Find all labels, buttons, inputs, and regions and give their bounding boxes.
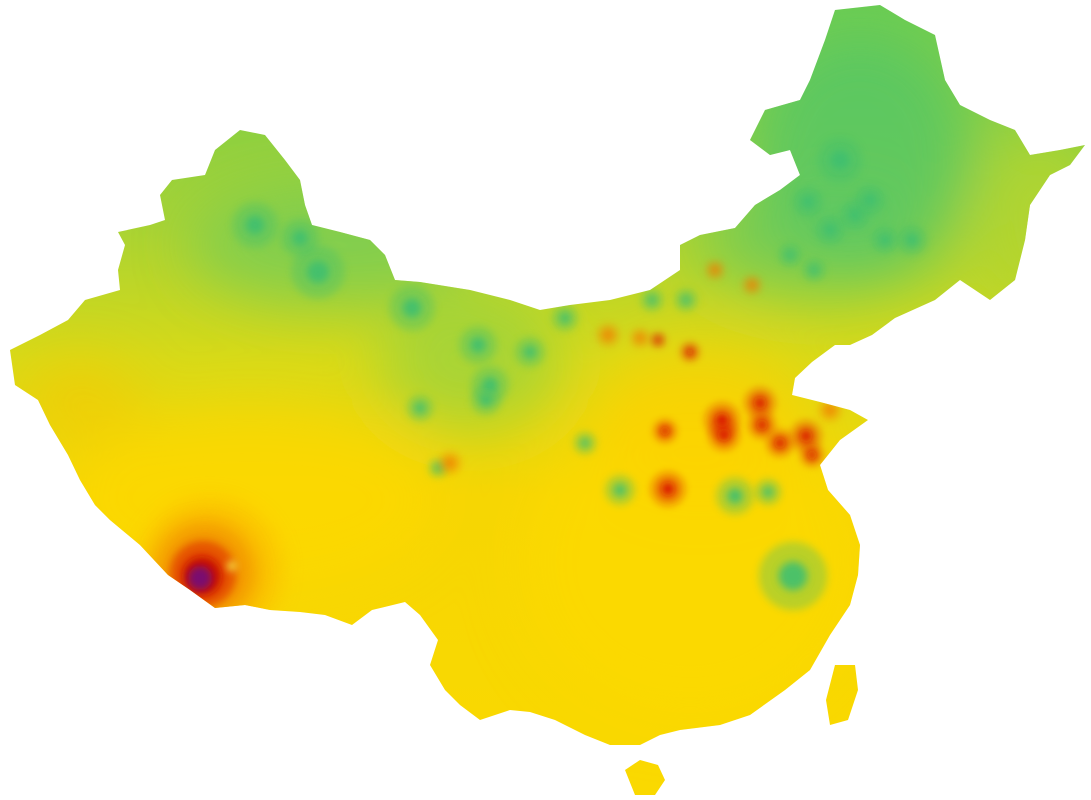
station-spot xyxy=(660,481,676,497)
station-spot xyxy=(711,266,719,274)
station-spot xyxy=(799,429,813,443)
station-spot xyxy=(848,208,862,222)
station-spot xyxy=(879,234,891,246)
station-spot xyxy=(801,195,815,209)
station-spot xyxy=(306,260,330,284)
station-spot xyxy=(292,230,308,246)
station-spot xyxy=(559,312,571,324)
station-spot xyxy=(470,337,486,353)
station-spot xyxy=(809,265,819,275)
station-spot xyxy=(823,223,837,237)
station-spot xyxy=(807,450,817,460)
station-spot xyxy=(825,405,835,415)
station-spot xyxy=(905,233,919,247)
station-spot xyxy=(863,193,877,207)
station-spot xyxy=(774,437,786,449)
station-spot xyxy=(762,486,774,498)
station-spot xyxy=(479,393,493,407)
station-spots xyxy=(232,137,928,611)
station-spot xyxy=(686,348,694,356)
station-spot xyxy=(756,419,768,431)
station-spot xyxy=(748,281,756,289)
station-spot xyxy=(830,150,850,170)
station-spot xyxy=(654,336,662,344)
station-spot xyxy=(636,334,644,342)
station-spot xyxy=(785,250,795,260)
station-spot xyxy=(445,458,455,468)
station-spot xyxy=(778,561,808,591)
station-spot xyxy=(523,345,537,359)
tibet-hotspot xyxy=(138,498,282,642)
station-spot xyxy=(603,330,613,340)
station-spot xyxy=(717,428,731,442)
station-spot xyxy=(681,295,691,305)
station-spot xyxy=(647,295,657,305)
station-spot xyxy=(580,438,590,448)
station-spot xyxy=(753,396,767,410)
station-spot xyxy=(660,426,670,436)
station-spot xyxy=(414,402,426,414)
broad-zones xyxy=(20,30,1085,720)
station-spot xyxy=(402,298,422,318)
station-spot xyxy=(613,483,627,497)
station-spot xyxy=(727,488,743,504)
station-spot xyxy=(245,215,265,235)
